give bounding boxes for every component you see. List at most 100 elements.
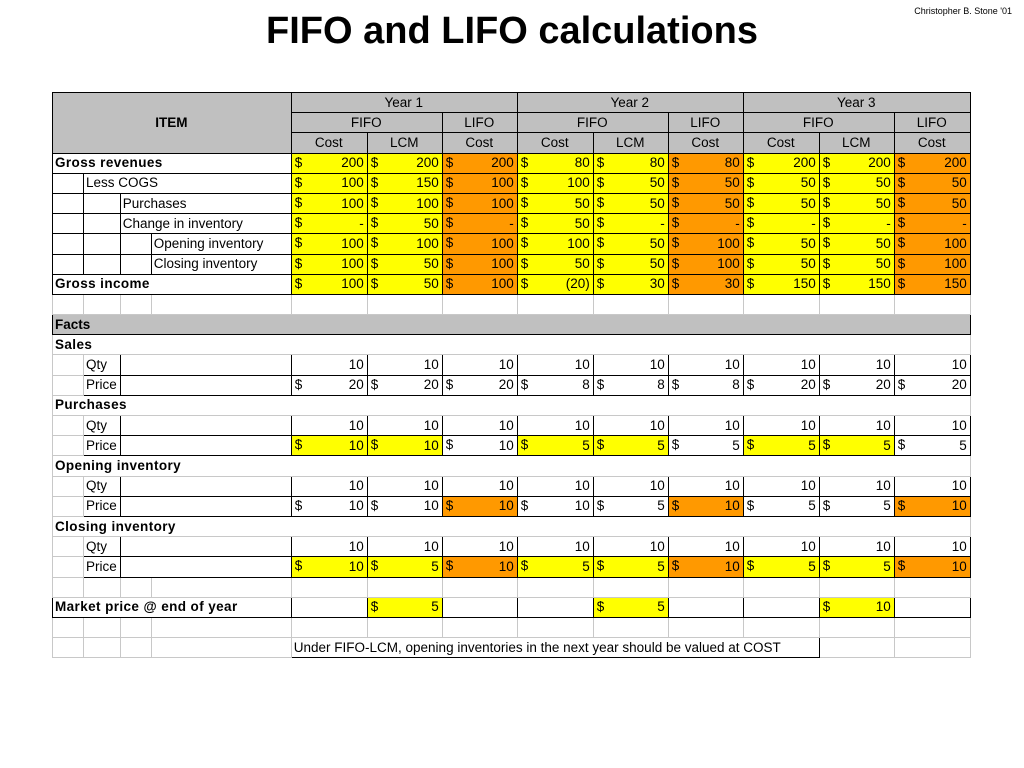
- qty-value: 10: [592, 354, 669, 376]
- empty-cell: [119, 495, 292, 517]
- currency-symbol: $: [596, 497, 605, 513]
- currency-symbol: $: [370, 235, 379, 251]
- empty-cell: [119, 637, 152, 659]
- amount: 10: [951, 558, 967, 574]
- lifo-header: LIFO: [441, 112, 518, 134]
- qty-value: 10: [742, 536, 820, 558]
- amount: 20: [875, 377, 891, 393]
- empty-cell: [818, 637, 895, 659]
- amount: 50: [423, 276, 439, 292]
- year-header: Year 1: [290, 91, 518, 114]
- amount: 150: [944, 276, 967, 292]
- currency-symbol: $: [520, 437, 529, 453]
- empty-cell: [366, 616, 443, 639]
- empty-cell: [52, 637, 84, 659]
- qty-value: 10: [667, 414, 744, 437]
- cost-header: Cost: [290, 132, 368, 154]
- cost-header: Cost: [516, 132, 594, 154]
- value-cell: $5: [742, 556, 820, 578]
- empty-cell: [893, 637, 971, 659]
- amount: 20: [800, 377, 816, 393]
- currency-symbol: $: [445, 154, 454, 170]
- currency-symbol: $: [596, 215, 605, 231]
- currency-symbol: $: [746, 437, 755, 453]
- qty-value: 10: [516, 536, 594, 558]
- qty-value: 10: [667, 475, 744, 497]
- lifo-header: LIFO: [893, 112, 971, 134]
- value-cell: $100: [441, 172, 518, 194]
- currency-symbol: $: [596, 275, 605, 291]
- amount: 5: [959, 437, 967, 453]
- value-cell: $50: [516, 192, 594, 215]
- value-cell: $100: [366, 192, 443, 215]
- value-cell: $100: [667, 253, 744, 275]
- value-cell: $100: [290, 273, 368, 295]
- amount: 8: [582, 377, 590, 393]
- amount: 80: [724, 155, 740, 171]
- amount: 20: [498, 377, 514, 393]
- value-cell: $100: [441, 253, 518, 275]
- amount: -: [811, 215, 816, 231]
- value-cell: $50: [818, 233, 895, 255]
- currency-symbol: $: [294, 235, 303, 251]
- amount: 10: [724, 558, 740, 574]
- currency-symbol: $: [746, 194, 755, 210]
- value-cell: $30: [667, 273, 744, 295]
- currency-symbol: $: [822, 558, 831, 574]
- empty-cell: [290, 576, 368, 598]
- amount: 50: [800, 256, 816, 272]
- value-cell: $50: [592, 253, 669, 275]
- empty-cell: [742, 616, 820, 639]
- empty-cell: [119, 536, 292, 558]
- currency-symbol: $: [294, 275, 303, 291]
- price-label: Price: [83, 435, 121, 457]
- qty-value: 10: [441, 354, 518, 376]
- value-cell: $5: [592, 556, 669, 578]
- currency-symbol: $: [671, 255, 680, 271]
- cost-header: Cost: [742, 132, 820, 154]
- note-row: Under FIFO-LCM, opening inventories in t…: [52, 637, 971, 659]
- currency-symbol: $: [897, 558, 906, 574]
- empty-cell: [83, 293, 121, 316]
- currency-symbol: $: [445, 255, 454, 271]
- currency-symbol: $: [822, 497, 831, 513]
- qty-value: 10: [290, 475, 368, 497]
- indent-cell: [52, 556, 84, 578]
- value-cell: $100: [441, 192, 518, 215]
- value-cell: $100: [516, 233, 594, 255]
- amount: 5: [431, 558, 439, 574]
- amount: 200: [341, 155, 364, 171]
- empty-cell: [119, 374, 292, 396]
- facts-qty-row: Qty 10 10 10 10 10 10 10 10 10: [52, 414, 971, 437]
- currency-symbol: $: [520, 376, 529, 392]
- empty-cell: [150, 616, 292, 639]
- amount: 200: [793, 155, 816, 171]
- qty-value: 10: [366, 354, 443, 376]
- value-cell: $150: [893, 273, 971, 295]
- value-cell: $5: [366, 556, 443, 578]
- income-row-gross-income: Gross income $100 $50 $100 $ (20) $30 $30 $150 $1…: [52, 273, 971, 295]
- value-cell: $10: [441, 556, 518, 578]
- amount: -: [735, 215, 740, 231]
- value-cell: $50: [818, 192, 895, 215]
- amount: 200: [944, 155, 967, 171]
- empty-cell: [818, 576, 895, 598]
- income-row-purchases: Purchases $100 $100 $100 $50 $50 $50 $50 $50 $50: [52, 192, 971, 215]
- amount: 100: [491, 175, 514, 191]
- value-cell: $5: [592, 596, 669, 618]
- currency-symbol: $: [596, 376, 605, 392]
- amount: 20: [348, 377, 364, 393]
- currency-symbol: $: [596, 558, 605, 574]
- fifo-header: FIFO: [516, 112, 669, 134]
- empty-cell: [742, 596, 820, 618]
- indent-cell: [52, 213, 84, 235]
- income-row-opening-inventory: Opening inventory $100 $100 $100 $100 $50 $100…: [52, 233, 971, 255]
- empty-cell: [52, 616, 84, 639]
- value-cell: $5: [592, 495, 669, 517]
- amount: -: [886, 215, 891, 231]
- value-cell: $ -: [742, 213, 820, 235]
- currency-symbol: $: [445, 174, 454, 190]
- value-cell: $20: [290, 374, 368, 396]
- amount: 5: [883, 498, 891, 514]
- qty-value: 10: [818, 414, 895, 437]
